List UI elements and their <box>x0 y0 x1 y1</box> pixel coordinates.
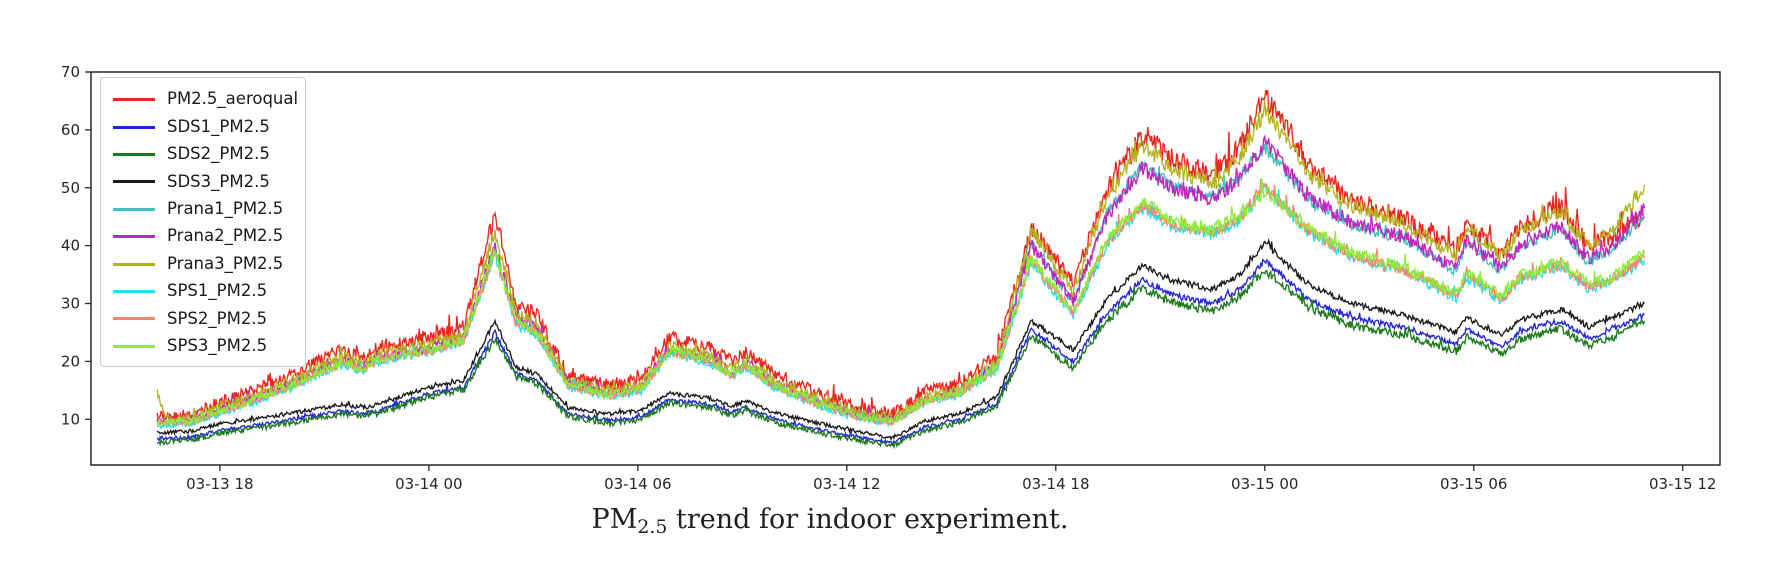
legend-swatch-icon <box>113 180 155 184</box>
x-tick-label: 03-14 18 <box>1022 475 1089 493</box>
y-tick-label: 40 <box>61 237 80 255</box>
caption-suffix: trend for indoor experiment. <box>667 504 1069 535</box>
legend-label: Prana1_PM2.5 <box>167 199 284 218</box>
legend-item: Prana3_PM2.5 <box>113 250 295 277</box>
caption-prefix: PM <box>591 504 638 535</box>
x-tick-label: 03-14 00 <box>395 475 462 493</box>
series-line-Prana1_PM2.5 <box>156 143 1645 428</box>
legend-item: PM2.5_aeroqual <box>113 86 299 113</box>
legend-swatch-icon <box>113 152 155 156</box>
legend-label: SPS3_PM2.5 <box>167 335 268 355</box>
legend-swatch-icon <box>113 344 155 348</box>
legend-item: SDS1_PM2.5 <box>113 113 295 140</box>
legend-label: Prana3_PM2.5 <box>167 253 284 273</box>
x-tick-label: 03-14 06 <box>604 475 671 493</box>
legend-label: Prana2_PM2.5 <box>167 226 284 246</box>
legend-swatch-icon <box>113 289 155 293</box>
legend-label: SDS3_PM2.5 <box>167 171 270 191</box>
y-tick-label: 50 <box>61 179 80 197</box>
y-tick-label: 70 <box>61 63 80 81</box>
legend-item: SPS1_PM2.5 <box>113 278 295 305</box>
legend-label: SDS2_PM2.5 <box>167 144 270 164</box>
caption-subscript: 2.5 <box>637 515 668 538</box>
legend-swatch-icon <box>113 207 155 211</box>
x-tick-label: 03-15 06 <box>1440 475 1507 493</box>
pm25-trend-line-chart: 03-13 18 03-14 00 03-14 06 03-14 12 03-14 18… <box>61 63 1721 493</box>
legend-swatch-icon <box>113 98 155 102</box>
chart-legend: PM2.5_aeroqual SDS1_PM2.5 SDS2_PM2.5 SDS3_P… <box>100 77 306 367</box>
x-tick-label: 03-15 12 <box>1649 475 1716 493</box>
series-line-PM2.5_aeroqual <box>156 89 1645 422</box>
series-line-SPS1_PM2.5 <box>156 183 1646 430</box>
y-tick-label: 20 <box>61 352 80 370</box>
legend-item: Prana1_PM2.5 <box>113 196 295 223</box>
x-tick-label: 03-14 12 <box>813 475 880 493</box>
series-line-SPS3_PM2.5 <box>156 178 1646 428</box>
legend-item: SPS3_PM2.5 <box>113 333 295 360</box>
legend-swatch-icon <box>113 317 155 321</box>
legend-item: SDS3_PM2.5 <box>113 168 295 195</box>
series-line-SPS2_PM2.5 <box>156 178 1646 428</box>
series-line-SDS2_PM2.5 <box>156 269 1646 450</box>
legend-swatch-icon <box>113 125 155 129</box>
y-tick-label: 10 <box>61 410 80 428</box>
y-tick-label: 60 <box>61 121 80 139</box>
legend-swatch-icon <box>113 235 155 239</box>
legend-item: Prana2_PM2.5 <box>113 223 295 250</box>
legend-label: PM2.5_aeroqual <box>167 89 299 109</box>
plot-border <box>90 71 1721 466</box>
legend-swatch-icon <box>113 262 155 266</box>
legend-item: SPS2_PM2.5 <box>113 305 295 332</box>
figure-caption: PM2.5 trend for indoor experiment. <box>0 504 1660 538</box>
series-line-SDS3_PM2.5 <box>156 238 1645 441</box>
x-tick-label: 03-13 18 <box>186 475 253 493</box>
series-line-Prana3_PM2.5 <box>156 100 1646 423</box>
legend-label: SPS1_PM2.5 <box>167 281 268 301</box>
legend-label: SDS1_PM2.5 <box>167 116 270 136</box>
legend-item: SDS2_PM2.5 <box>113 141 295 168</box>
x-tick-label: 03-15 00 <box>1231 475 1298 493</box>
legend-label: SPS2_PM2.5 <box>167 308 268 328</box>
y-tick-label: 30 <box>61 295 80 313</box>
series-line-SDS1_PM2.5 <box>156 258 1645 445</box>
